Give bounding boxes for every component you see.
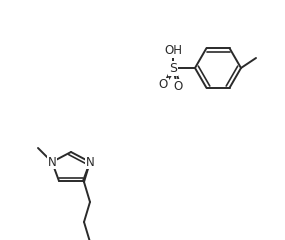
Text: O: O (173, 79, 183, 92)
Text: N: N (48, 156, 56, 168)
Text: N: N (86, 156, 94, 168)
Text: O: O (158, 78, 168, 91)
Text: OH: OH (164, 44, 182, 58)
Text: S: S (169, 61, 177, 74)
